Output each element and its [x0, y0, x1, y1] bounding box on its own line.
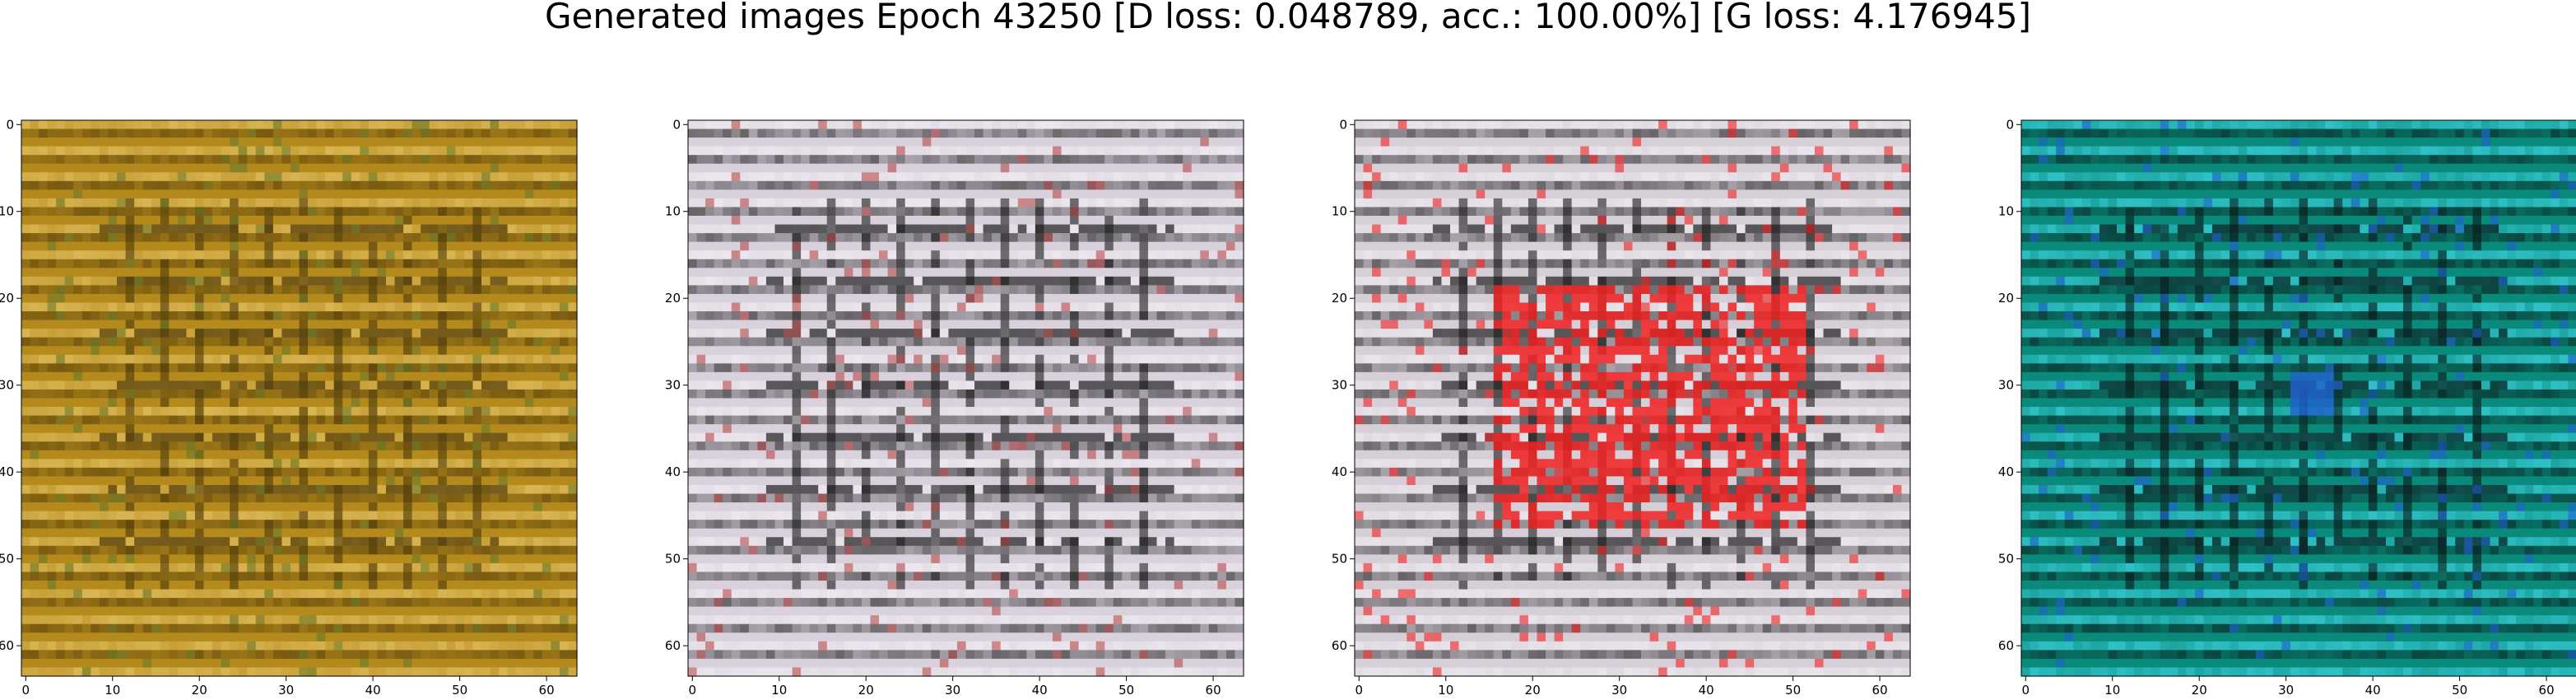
- x-tick-label: 40: [2365, 683, 2381, 698]
- y-tick-label: 20: [0, 291, 14, 306]
- x-tick-label: 10: [771, 683, 787, 698]
- y-tick-label: 50: [1998, 552, 2014, 567]
- y-tick-label: 10: [1332, 204, 1347, 219]
- y-tick-label: 30: [1998, 378, 2014, 393]
- y-tick-label: 60: [1998, 638, 2014, 653]
- y-tick-label: 40: [1332, 464, 1347, 479]
- x-tick-label: 30: [945, 683, 960, 698]
- generated-image: [2021, 120, 2576, 677]
- y-tick-label: 0: [6, 117, 14, 132]
- y-tick-label: 0: [2006, 117, 2014, 132]
- x-tick-label: 30: [278, 683, 294, 698]
- y-tick-label: 50: [0, 552, 14, 567]
- x-tick-label: 10: [1438, 683, 1453, 698]
- x-tick-label: 60: [539, 683, 555, 698]
- x-tick-label: 60: [2539, 683, 2555, 698]
- y-tick-label: 60: [1332, 638, 1347, 653]
- x-tick-label: 0: [1355, 683, 1364, 698]
- x-tick-label: 20: [858, 683, 874, 698]
- y-tick-label: 20: [1998, 291, 2014, 306]
- generated-image: [1355, 120, 1911, 677]
- x-tick-label: 20: [1525, 683, 1541, 698]
- x-tick-label: 60: [1872, 683, 1888, 698]
- x-tick-label: 40: [1032, 683, 1048, 698]
- generated-image: [688, 120, 1244, 677]
- x-tick-label: 50: [1785, 683, 1801, 698]
- x-tick-label: 10: [105, 683, 120, 698]
- x-tick-label: 0: [22, 683, 30, 698]
- y-tick-label: 0: [672, 117, 681, 132]
- x-tick-label: 40: [1699, 683, 1714, 698]
- y-tick-label: 40: [0, 464, 14, 479]
- figure-title: Generated images Epoch 43250 [D loss: 0.…: [0, 0, 2576, 49]
- y-tick-label: 10: [1998, 204, 2014, 219]
- y-tick-label: 60: [665, 638, 681, 653]
- x-tick-label: 0: [2022, 683, 2030, 698]
- y-tick-label: 20: [1332, 291, 1347, 306]
- y-tick-label: 40: [665, 464, 681, 479]
- y-tick-label: 10: [665, 204, 681, 219]
- x-tick-label: 60: [1206, 683, 1221, 698]
- x-tick-label: 30: [2278, 683, 2294, 698]
- x-tick-label: 20: [192, 683, 207, 698]
- y-tick-label: 30: [1332, 378, 1347, 393]
- y-tick-label: 50: [665, 552, 681, 567]
- y-tick-label: 20: [665, 291, 681, 306]
- y-tick-label: 50: [1332, 552, 1347, 567]
- y-tick-label: 30: [0, 378, 14, 393]
- x-tick-label: 20: [2192, 683, 2207, 698]
- y-tick-label: 0: [1339, 117, 1347, 132]
- x-tick-label: 50: [1118, 683, 1134, 698]
- x-tick-label: 10: [2104, 683, 2120, 698]
- y-tick-label: 30: [665, 378, 681, 393]
- x-tick-label: 50: [452, 683, 467, 698]
- x-tick-label: 50: [2452, 683, 2467, 698]
- x-tick-label: 0: [689, 683, 697, 698]
- generated-image: [21, 120, 578, 677]
- y-tick-label: 40: [1998, 464, 2014, 479]
- x-tick-label: 40: [365, 683, 381, 698]
- y-tick-label: 60: [0, 638, 14, 653]
- x-tick-label: 30: [1611, 683, 1627, 698]
- y-tick-label: 10: [0, 204, 14, 219]
